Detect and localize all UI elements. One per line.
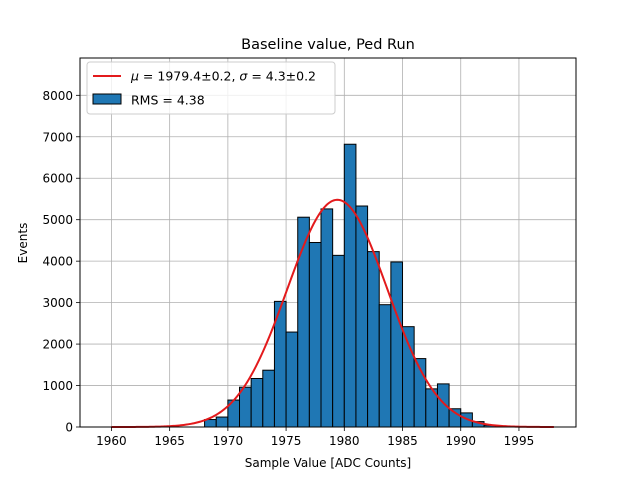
legend-box — [86, 61, 336, 115]
x-axis-label: Sample Value [ADC Counts] — [245, 456, 411, 470]
plot-area: 1960 1965 1970 1975 1980 1985 1990 1995 0 1000 20… — [42, 57, 577, 448]
y-tick-label: 3000 — [42, 296, 73, 310]
y-tick-label: 6000 — [42, 172, 73, 186]
histogram-bar — [367, 251, 380, 428]
histogram-bar — [390, 261, 404, 428]
legend-fit-label-part: μ — [130, 69, 139, 84]
legend-histogram-label: RMS = 4.38 — [131, 93, 205, 108]
legend-fit-label-part: = 1979.4±0.2, — [139, 69, 239, 84]
legend: μ = 1979.4±0.2, σ = 4.3±0.2 RMS = 4.38 — [86, 61, 336, 115]
x-tick-label: 1960 — [96, 434, 127, 448]
y-tick-label: 7000 — [42, 130, 73, 144]
legend-histogram-swatch — [92, 93, 122, 105]
axes-frame — [79, 57, 577, 428]
chart-title: Baseline value, Ped Run — [241, 37, 415, 53]
histogram-bar — [378, 304, 392, 428]
y-tick-label: 2000 — [42, 338, 73, 352]
x-axis-ticks: 1960 1965 1970 1975 1980 1985 1990 1995 — [96, 427, 534, 448]
histogram-bar — [262, 369, 275, 428]
y-axis-label: Events — [16, 223, 30, 264]
x-tick-label: 1975 — [271, 434, 302, 448]
y-tick-label: 8000 — [42, 89, 73, 103]
legend-fit-label-part: σ — [239, 69, 248, 84]
histogram-bar — [297, 216, 310, 428]
gaussian-fit-curve — [111, 198, 554, 428]
x-tick-label: 1990 — [445, 434, 476, 448]
y-tick-label: 0 — [65, 421, 73, 435]
histogram-bar — [320, 208, 334, 428]
histogram-bar — [285, 331, 299, 428]
legend-fit-label: μ = 1979.4±0.2, σ = 4.3±0.2 — [130, 69, 316, 84]
histogram-bar — [355, 205, 369, 428]
y-tick-label: 4000 — [42, 255, 73, 269]
histogram-bar — [239, 386, 252, 428]
y-tick-label: 1000 — [42, 379, 73, 393]
x-tick-label: 1995 — [504, 434, 535, 448]
histogram-bar — [308, 242, 322, 428]
histogram-bar — [343, 143, 357, 428]
histogram-bar — [215, 416, 229, 428]
x-tick-label: 1980 — [329, 434, 360, 448]
x-tick-label: 1965 — [154, 434, 185, 448]
legend-fit-label-part: = 4.3±0.2 — [247, 69, 316, 84]
x-tick-label: 1970 — [213, 434, 244, 448]
y-axis-ticks: 0 1000 2000 3000 4000 5000 6000 7000 8000 — [42, 89, 80, 435]
histogram-bar — [332, 254, 345, 428]
x-tick-label: 1985 — [387, 434, 418, 448]
histogram-bar — [250, 377, 264, 428]
y-tick-label: 5000 — [42, 213, 73, 227]
histogram-bar — [204, 419, 217, 428]
